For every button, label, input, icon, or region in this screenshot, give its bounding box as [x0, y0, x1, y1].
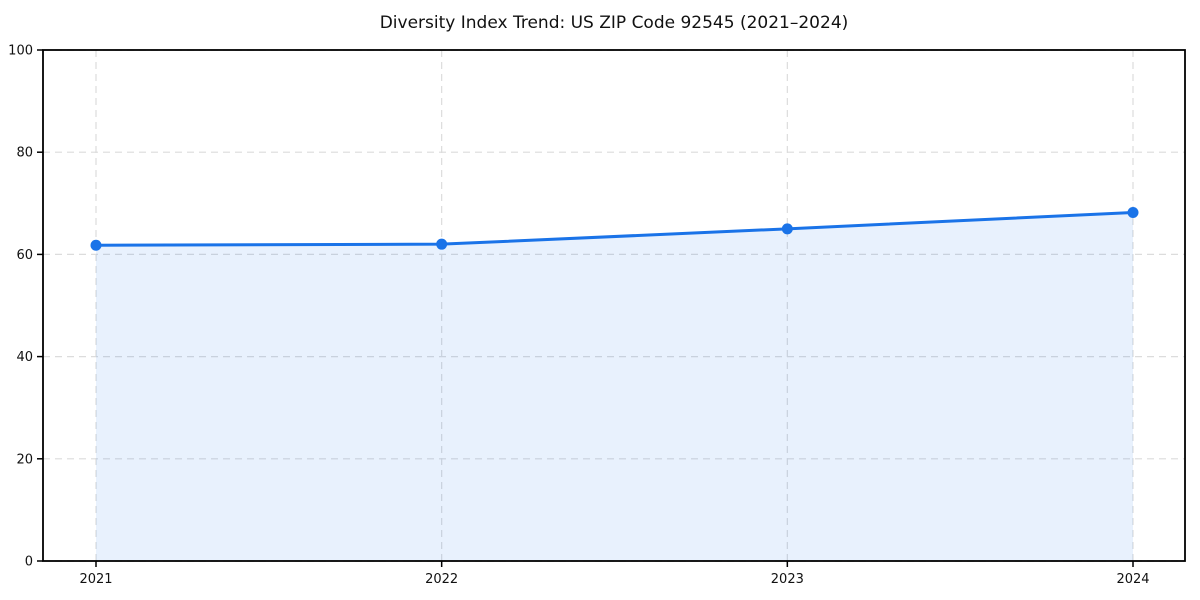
- x-tick-label-2021: 2021: [79, 572, 112, 587]
- x-tick-label-2024: 2024: [1116, 572, 1149, 587]
- y-tick-label-20: 20: [16, 452, 33, 467]
- series-layer: [90, 206, 1139, 562]
- y-tick-label-100: 100: [8, 44, 33, 59]
- tick-label-layer: 0 20 40 60 80 100 2021 2022 2023 2024: [8, 44, 1149, 588]
- chart-title: Diversity Index Trend: US ZIP Code 92545…: [380, 13, 849, 33]
- data-point-2021: [90, 239, 102, 251]
- data-point-2023: [781, 223, 793, 235]
- x-tick-label-2023: 2023: [771, 572, 804, 587]
- data-point-2024: [1127, 206, 1139, 218]
- axes-layer: [37, 49, 1186, 567]
- y-tick-label-60: 60: [16, 248, 33, 263]
- x-tick-label-2022: 2022: [425, 572, 458, 587]
- plot-spines: [42, 49, 1186, 562]
- data-point-2022: [436, 238, 448, 250]
- area-fill: [96, 212, 1133, 562]
- y-tick-label-0: 0: [25, 555, 33, 570]
- trend-line: [94, 210, 1135, 247]
- y-tick-label-40: 40: [16, 350, 33, 365]
- y-tick-label-80: 80: [16, 146, 33, 161]
